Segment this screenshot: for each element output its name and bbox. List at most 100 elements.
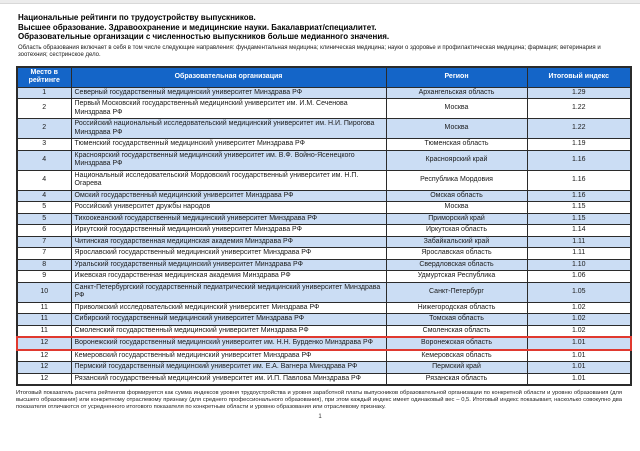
- index-cell: 1.19: [526, 138, 632, 151]
- table-row: 7 Читинская государственная медицинская а…: [16, 235, 632, 248]
- region-cell: Кемеровская область: [385, 349, 528, 362]
- methodology-footnote: Итоговый показатель расчета рейтингов фо…: [16, 390, 622, 410]
- region-cell: Республика Мордовия: [385, 169, 528, 191]
- document-title-block: Национальные рейтинги по трудоустройству…: [18, 13, 622, 42]
- index-cell: 1.16: [526, 169, 632, 191]
- organization-cell: Тихоокеанский государственный медицински…: [70, 212, 387, 225]
- rank-cell: 2: [16, 98, 72, 119]
- organization-cell: Российский национальный исследовательски…: [70, 118, 387, 139]
- index-cell: 1.02: [526, 313, 632, 326]
- rankings-table: Место в рейтинге Образовательная организ…: [16, 65, 632, 386]
- region-cell: Москва: [385, 201, 528, 214]
- region-cell: Тюменская область: [385, 138, 528, 151]
- header-organization: Образовательная организация: [70, 66, 387, 88]
- region-cell: Архангельская область: [385, 86, 528, 99]
- table-row: 9 Ижевская государственная медицинская ак…: [16, 270, 632, 283]
- index-cell: 1.14: [526, 224, 632, 237]
- organization-cell: Иркутский государственный медицинский ун…: [70, 224, 387, 237]
- index-cell: 1.02: [526, 324, 632, 338]
- rank-cell: 9: [16, 270, 72, 283]
- organization-cell: Уральский государственный медицинский ун…: [70, 258, 387, 271]
- organization-cell: Сибирский государственный медицинский ун…: [70, 313, 387, 326]
- table-row: 6 Иркутский государственный медицинский у…: [16, 224, 632, 237]
- organization-cell: Смоленский государственный медицинский у…: [70, 324, 387, 338]
- rank-cell: 2: [16, 118, 72, 139]
- index-cell: 1.02: [526, 301, 632, 314]
- rank-cell: 5: [16, 201, 72, 214]
- region-cell: Воронежская область: [385, 336, 528, 351]
- table-row: 8 Уральский государственный медицинский у…: [16, 258, 632, 271]
- organization-cell: Рязанский государственный медицинский ун…: [70, 372, 387, 386]
- table-row: 5 Тихоокеанский государственный медицинск…: [16, 212, 632, 225]
- rank-cell: 3: [16, 138, 72, 151]
- rank-cell: 1: [16, 86, 72, 99]
- rank-cell: 6: [16, 224, 72, 237]
- table-row: 10 Санкт-Петербургский государственный пе…: [16, 281, 632, 303]
- rank-cell: 7: [16, 235, 72, 248]
- table-row: 3 Тюменский государственный медицинский у…: [16, 138, 632, 151]
- rank-cell: 10: [16, 281, 72, 303]
- index-cell: 1.16: [526, 149, 632, 171]
- organization-cell: Красноярский государственный медицинский…: [70, 149, 387, 171]
- region-cell: Москва: [385, 98, 528, 119]
- index-cell: 1.01: [526, 336, 632, 351]
- organization-cell: Омский государственный медицинский униве…: [70, 189, 387, 202]
- region-cell: Иркутская область: [385, 224, 528, 237]
- rank-cell: 12: [16, 349, 72, 362]
- index-cell: 1.11: [526, 247, 632, 260]
- index-cell: 1.22: [526, 98, 632, 119]
- index-cell: 1.11: [526, 235, 632, 248]
- organization-cell: Воронежский государственный медицинский …: [70, 336, 387, 351]
- region-cell: Ярославская область: [385, 247, 528, 260]
- organization-cell: Первый Московский государственный медици…: [70, 98, 387, 119]
- region-cell: Удмуртская Республика: [385, 270, 528, 283]
- table-row: 1 Северный государственный медицинский ун…: [16, 86, 632, 99]
- index-cell: 1.16: [526, 189, 632, 202]
- index-cell: 1.15: [526, 212, 632, 225]
- index-cell: 1.22: [526, 118, 632, 139]
- organization-cell: Приволжский исследовательский медицински…: [70, 301, 387, 314]
- index-cell: 1.10: [526, 258, 632, 271]
- organization-cell: Санкт-Петербургский государственный педи…: [70, 281, 387, 303]
- table-row: 2 Российский национальный исследовательск…: [16, 118, 632, 139]
- table-row: 11 Сибирский государственный медицинский …: [16, 313, 632, 326]
- region-cell: Пермский край: [385, 361, 528, 374]
- organization-cell: Кемеровский государственный медицинский …: [70, 349, 387, 362]
- table-row: 12 Пермский государственный медицинский у…: [16, 361, 632, 374]
- table-row-highlighted: 12 Воронежский государственный медицински…: [16, 336, 632, 351]
- rankings-table-body: 1 Северный государственный медицинский ун…: [16, 86, 632, 386]
- rank-cell: 8: [16, 258, 72, 271]
- rank-cell: 7: [16, 247, 72, 260]
- organization-cell: Ярославский государственный медицинский …: [70, 247, 387, 260]
- region-cell: Приморский край: [385, 212, 528, 225]
- rank-cell: 12: [16, 372, 72, 386]
- index-cell: 1.06: [526, 270, 632, 283]
- organization-cell: Тюменский государственный медицинский ун…: [70, 138, 387, 151]
- region-cell: Томская область: [385, 313, 528, 326]
- scope-note: Область образования включает в себя в то…: [18, 44, 601, 59]
- region-cell: Рязанская область: [385, 372, 528, 386]
- rank-cell: 11: [16, 324, 72, 338]
- organization-cell: Читинская государственная медицинская ак…: [70, 235, 387, 248]
- index-cell: 1.15: [526, 201, 632, 214]
- table-row: 4 Омский государственный медицинский унив…: [16, 189, 632, 202]
- title-line-3: Образовательные организации с численност…: [18, 32, 390, 41]
- table-row: 11 Смоленский государственный медицинский…: [16, 324, 632, 338]
- organization-cell: Пермский государственный медицинский уни…: [70, 361, 387, 374]
- region-cell: Свердловская область: [385, 258, 528, 271]
- rank-cell: 12: [16, 361, 72, 374]
- header-rank: Место в рейтинге: [16, 66, 72, 88]
- organization-cell: Национальный исследовательский Мордовски…: [70, 169, 387, 191]
- table-row: 5 Российский университет дружбы народов Мо…: [16, 201, 632, 214]
- region-cell: Санкт-Петербург: [385, 281, 528, 303]
- rank-cell: 4: [16, 189, 72, 202]
- page-number: 1: [318, 414, 322, 420]
- page-top-edge: [0, 0, 640, 4]
- region-cell: Смоленская область: [385, 324, 528, 338]
- index-cell: 1.01: [526, 349, 632, 362]
- table-row: 12 Кемеровский государственный медицински…: [16, 349, 632, 362]
- header-region: Регион: [385, 66, 528, 88]
- index-cell: 1.01: [526, 361, 632, 374]
- index-cell: 1.05: [526, 281, 632, 303]
